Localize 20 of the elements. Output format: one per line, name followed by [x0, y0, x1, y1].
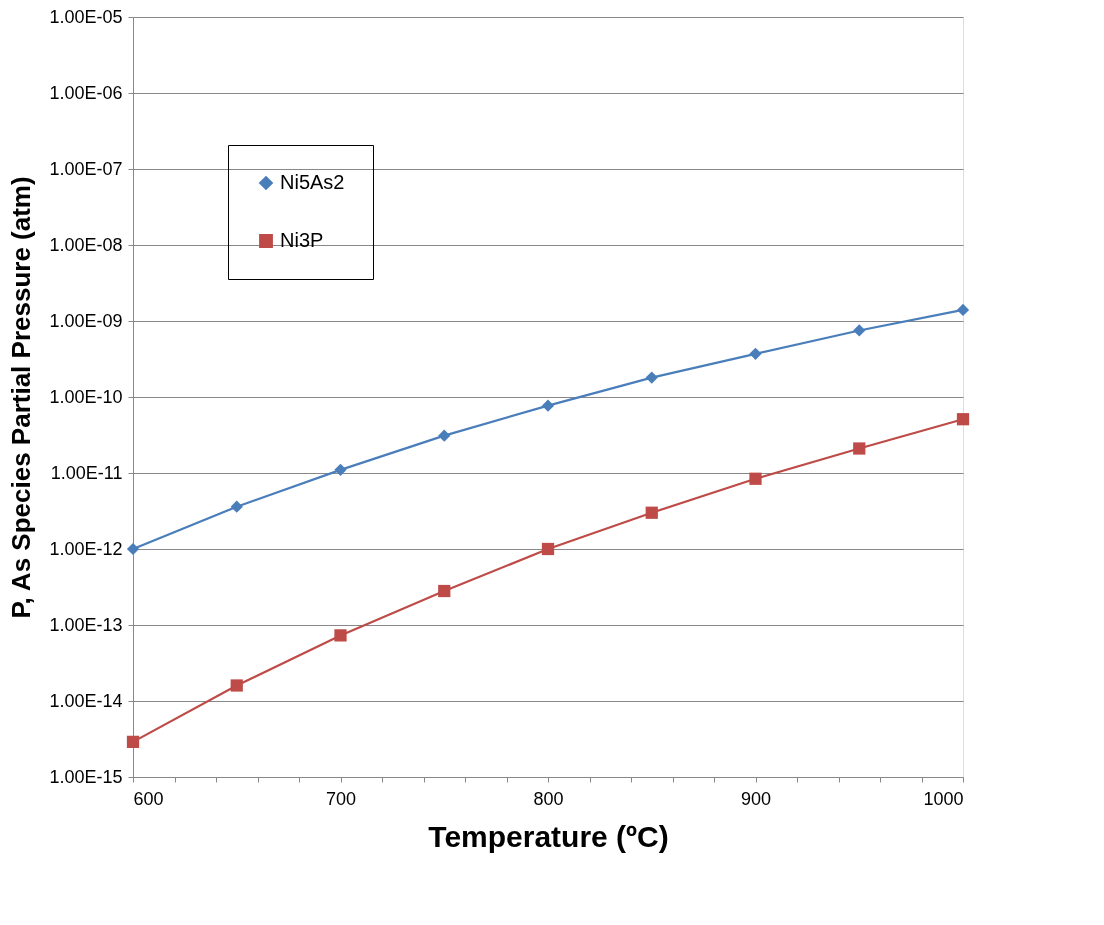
y-tick-label: 1.00E-12	[49, 538, 123, 559]
y-tick-label: 1.00E-07	[49, 158, 123, 179]
y-tick-label: 1.00E-09	[49, 310, 123, 331]
x-tick-label: 800	[533, 788, 564, 809]
x-tick-label: 600	[133, 788, 164, 809]
legend-label: Ni5As2	[280, 171, 345, 193]
y-tick-label: 1.00E-15	[49, 766, 123, 787]
y-tick-label: 1.00E-13	[49, 614, 123, 635]
x-axis-title: Temperature (ºC)	[428, 819, 669, 853]
x-tick-label: 1000	[923, 788, 964, 809]
x-tick-label: 700	[325, 788, 357, 809]
y-tick-label: 1.00E-06	[49, 82, 123, 103]
x-tick-label: 900	[740, 788, 772, 809]
y-tick-label: 1.00E-14	[49, 690, 123, 711]
y-axis-title: P, As Species Partial Pressure (atm)	[6, 176, 37, 619]
y-tick-label: 1.00E-11	[50, 462, 123, 483]
y-tick-label: 1.00E-08	[49, 234, 123, 255]
y-tick-label: 1.00E-05	[49, 6, 123, 27]
legend-label: Ni3P	[280, 229, 324, 251]
y-tick-label: 1.00E-10	[49, 386, 123, 407]
